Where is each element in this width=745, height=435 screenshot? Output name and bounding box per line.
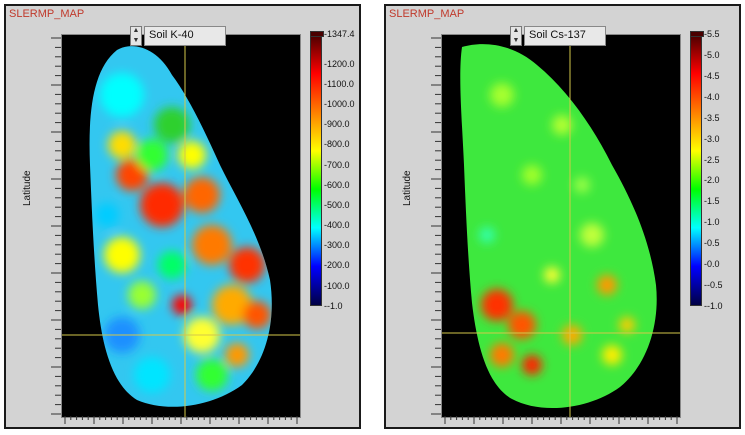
- scale-label: -5.0: [704, 49, 720, 60]
- x-axis-ticks: [444, 416, 678, 424]
- color-scale-labels: -5.5 -5.0 -4.5 -4.0 -3.5 -3.0 -2.5 -2.0 -1.5 -1.0…: [704, 29, 742, 311]
- scale-label: -500.0: [324, 199, 350, 210]
- scale-label: -1100.0: [324, 78, 354, 89]
- scale-label: -3.5: [704, 112, 720, 123]
- map-panel-cs137: SLERMP_MAP Latitude: [384, 4, 741, 429]
- scale-label: -0.5: [704, 238, 720, 249]
- selector-value[interactable]: Soil K-40: [144, 26, 226, 46]
- y-axis-label: Latitude: [402, 170, 413, 206]
- scale-label: -400.0: [324, 220, 350, 231]
- scale-label: -100.0: [324, 280, 350, 291]
- increment-arrow-icon[interactable]: ▲: [512, 27, 520, 34]
- scale-label: -300.0: [324, 240, 350, 251]
- scale-label: --1.0: [704, 301, 723, 311]
- scale-label: --0.5: [704, 280, 723, 291]
- scale-label: -700.0: [324, 159, 350, 170]
- scale-label: -2.5: [704, 154, 720, 165]
- scale-label: -4.0: [704, 91, 720, 102]
- scale-label: -1200.0: [324, 58, 355, 69]
- map-panel-k40: SLERMP_MAP Latitude: [4, 4, 361, 429]
- color-scale-labels: -1347.4 -1200.0 -1100.0 -1000.0 -900.0 -800.0…: [324, 29, 362, 311]
- scale-label: -3.0: [704, 133, 720, 144]
- decrement-arrow-icon[interactable]: ▼: [512, 37, 520, 44]
- selector-value[interactable]: Soil Cs-137: [524, 26, 606, 46]
- scale-label: -0.0: [704, 259, 720, 270]
- scale-label: -600.0: [324, 179, 350, 190]
- scale-top-cap: [690, 31, 704, 37]
- intensity-map-k40[interactable]: [61, 34, 301, 418]
- intensity-map-cs137[interactable]: [441, 34, 681, 418]
- scale-label: -1347.4: [324, 29, 355, 39]
- selector-arrows[interactable]: ▲ ▼: [130, 26, 142, 46]
- scale-label: -1000.0: [324, 99, 355, 110]
- y-axis-label: Latitude: [22, 170, 33, 206]
- scale-label: -900.0: [324, 119, 350, 130]
- scale-top-cap: [310, 31, 324, 37]
- y-axis-ticks: [51, 37, 61, 415]
- increment-arrow-icon[interactable]: ▲: [132, 27, 140, 34]
- channel-selector[interactable]: ▲ ▼ Soil Cs-137: [510, 26, 606, 46]
- channel-selector[interactable]: ▲ ▼ Soil K-40: [130, 26, 226, 46]
- panel-title: SLERMP_MAP: [389, 8, 465, 20]
- color-scale-bar: [310, 31, 324, 306]
- scale-label: -5.5: [704, 29, 720, 39]
- selector-arrows[interactable]: ▲ ▼: [510, 26, 522, 46]
- decrement-arrow-icon[interactable]: ▼: [132, 37, 140, 44]
- scale-label: --1.0: [324, 301, 343, 311]
- scale-label: -800.0: [324, 139, 350, 150]
- y-axis-ticks: [431, 37, 441, 415]
- panel-title: SLERMP_MAP: [9, 8, 85, 20]
- color-scale-bar: [690, 31, 704, 306]
- scale-label: -4.5: [704, 70, 720, 81]
- scale-label: -200.0: [324, 260, 350, 271]
- scale-label: -1.0: [704, 217, 720, 228]
- scale-label: -1.5: [704, 196, 720, 207]
- x-axis-ticks: [64, 416, 298, 424]
- scale-label: -2.0: [704, 175, 720, 186]
